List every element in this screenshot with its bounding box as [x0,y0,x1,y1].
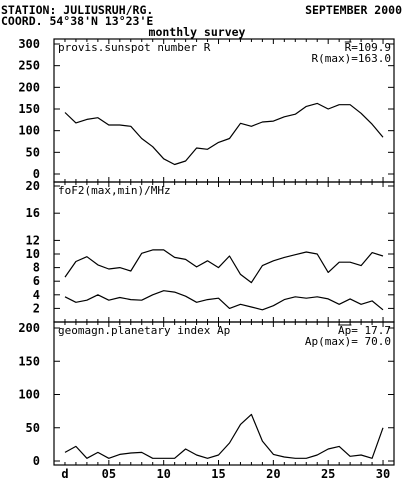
panel-title: provis.sunspot number R [58,41,211,54]
y-tick-label: 2 [33,301,40,315]
x-tick-label: 15 [211,467,225,480]
x-tick-label: d [61,467,68,480]
y-tick-label: 300 [18,37,40,51]
x-tick-label: 30 [376,467,390,480]
y-tick-label: 250 [18,59,40,73]
y-tick-label: 50 [26,421,40,435]
y-tick-label: 12 [26,233,40,247]
y-tick-label: 200 [18,321,40,335]
y-tick-label: 50 [26,145,40,159]
panel-title: foF2(max,min)/MHz [58,184,171,197]
stat-label: Ap(max)= 70.0 [305,335,391,348]
y-tick-label: 16 [26,206,40,220]
y-tick-label: 200 [18,80,40,94]
station-label: STATION: JULIUSRUH/RG. [1,3,153,17]
stat-label: Ap= 17.7 [338,324,391,337]
panel-frame [53,181,395,323]
y-tick-label: 6 [33,274,40,288]
x-tick-label: 10 [156,467,170,480]
ap-series-line [64,413,384,459]
y-tick-label: 4 [33,288,40,302]
stat-label: R(max)=163.0 [312,52,391,65]
sunspot-series-line [64,102,384,166]
y-tick-label: 10 [26,247,40,261]
y-tick-label: 0 [33,454,40,468]
x-tick-label: 20 [266,467,280,480]
y-tick-label: 100 [18,388,40,402]
coords-label: COORD. 54°38'N 13°23'E [1,14,153,28]
y-tick-label: 8 [33,261,40,275]
x-tick-label: 25 [321,467,335,480]
y-tick-label: 20 [26,179,40,193]
y-tick-label: 150 [18,354,40,368]
month-label: SEPTEMBER 2000 [305,3,402,17]
panel-title: geomagn.planetary index Ap [58,324,230,337]
stat-label: R=109.9 [345,41,391,54]
survey-label: monthly survey [149,25,246,39]
fof2-max-series-line [64,249,384,284]
x-tick-label: 05 [102,467,116,480]
panel-frame [53,321,395,466]
fof2-min-series-line [64,290,384,311]
y-tick-label: 100 [18,124,40,138]
y-tick-label: 0 [33,167,40,181]
sunspot-panel: 0 50 100 150 200 250 300 provis.sunspot number … [18,37,395,183]
y-tick-label: 150 [18,102,40,116]
